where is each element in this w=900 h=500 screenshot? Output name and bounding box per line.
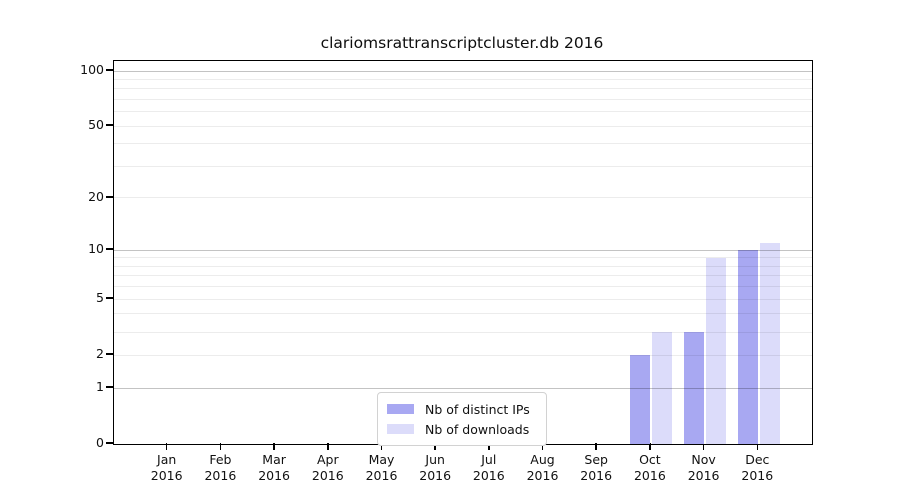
- bar-downloads: [652, 332, 673, 444]
- bar-distinct-ips: [684, 332, 705, 444]
- x-axis-tick-mark: [756, 443, 759, 450]
- y-axis-tick-label: 0: [96, 435, 104, 450]
- y-axis-tick-mark: [106, 442, 113, 444]
- x-axis-tick-mark: [219, 443, 222, 450]
- y-axis-tick-label: 100: [80, 62, 104, 77]
- bars-layer: [114, 61, 812, 444]
- bar-distinct-ips: [737, 250, 758, 444]
- x-axis-tick-label: Dec 2016: [741, 452, 774, 483]
- x-axis-tick-label: Oct 2016: [633, 452, 666, 483]
- x-axis-tick-mark: [273, 443, 275, 450]
- y-axis-tick-label: 10: [88, 241, 104, 257]
- plot-area: Nb of distinct IPs Nb of downloads: [113, 60, 813, 446]
- legend: Nb of distinct IPs Nb of downloads: [377, 392, 547, 446]
- y-axis-tick-mark: [106, 248, 113, 250]
- x-axis-tick-label: Sep 2016: [580, 452, 613, 483]
- legend-item-distinct-ips: Nb of distinct IPs: [387, 399, 536, 419]
- legend-swatch-distinct-ips: [387, 404, 414, 414]
- y-axis-tick-mark: [106, 353, 113, 355]
- x-axis-tick-label: Apr 2016: [311, 452, 344, 483]
- x-axis-tick-label: Nov 2016: [687, 452, 720, 483]
- legend-label-distinct-ips: Nb of distinct IPs: [425, 401, 530, 417]
- x-axis-tick-mark: [649, 443, 651, 450]
- x-axis-tick-label: Mar 2016: [258, 452, 290, 483]
- x-axis-tick-mark: [380, 443, 383, 450]
- bar-downloads: [706, 257, 727, 444]
- x-axis-tick-mark: [165, 443, 168, 450]
- y-axis-tick-label: 2: [96, 346, 104, 362]
- x-axis-tick-mark: [327, 443, 329, 450]
- chart-title: clariomsrattranscriptcluster.db 2016: [320, 34, 604, 52]
- y-axis-tick-mark: [106, 297, 113, 299]
- y-axis-tick-mark: [106, 69, 113, 71]
- y-axis-tick-label: 50: [88, 117, 104, 133]
- legend-item-downloads: Nb of downloads: [387, 419, 536, 439]
- x-axis-tick-label: Jan 2016: [150, 452, 183, 483]
- legend-swatch-downloads: [387, 424, 414, 434]
- x-axis-tick-label: May 2016: [365, 452, 398, 483]
- bar-distinct-ips: [630, 355, 651, 444]
- y-axis-tick-label: 5: [96, 290, 104, 306]
- x-axis-tick-label: Jun 2016: [419, 452, 452, 483]
- x-axis-tick-mark: [434, 443, 436, 450]
- x-axis-tick-mark: [702, 443, 705, 450]
- x-axis-tick-mark: [595, 443, 597, 450]
- y-axis-tick-label: 1: [96, 379, 104, 394]
- x-axis-tick-label: Jul 2016: [472, 452, 505, 483]
- y-axis-tick-mark: [106, 386, 113, 388]
- y-axis-tick-mark: [106, 124, 113, 126]
- bar-downloads: [759, 243, 780, 444]
- y-axis-tick-mark: [106, 196, 113, 198]
- x-axis-tick-label: Feb 2016: [204, 452, 237, 483]
- x-axis-tick-label: Aug 2016: [526, 452, 559, 483]
- legend-label-downloads: Nb of downloads: [425, 421, 530, 437]
- y-axis-tick-label: 20: [88, 188, 104, 204]
- x-axis-tick-mark: [541, 443, 544, 450]
- x-axis-tick-mark: [488, 443, 490, 450]
